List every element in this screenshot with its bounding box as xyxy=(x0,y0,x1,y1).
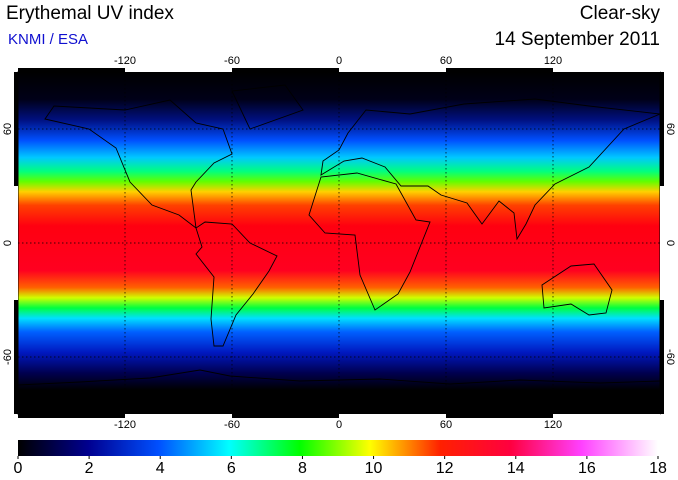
south-america xyxy=(195,221,278,347)
lon-tick-label: -120 xyxy=(114,419,136,431)
frame-bar xyxy=(553,414,660,418)
frame-bar xyxy=(14,186,18,300)
frame-bar xyxy=(125,414,232,418)
africa xyxy=(308,172,431,311)
frame-bar xyxy=(660,72,664,186)
frame-bar xyxy=(446,68,553,72)
lon-tick-label: 0 xyxy=(336,55,342,67)
condition: Clear-sky xyxy=(580,3,661,24)
frame-bar xyxy=(339,68,446,72)
frame-bar xyxy=(232,414,339,418)
colorbar xyxy=(18,440,658,456)
lat-tick-label: 0 xyxy=(664,240,676,246)
colorbar-tick-label: 8 xyxy=(298,460,307,477)
frame-bar xyxy=(553,68,660,72)
lon-tick-label: -60 xyxy=(224,55,240,67)
frame-bar xyxy=(660,300,664,414)
lon-tick-label: 120 xyxy=(544,419,562,431)
australia xyxy=(541,263,613,316)
eurasia xyxy=(320,98,662,241)
lon-tick-label: 60 xyxy=(440,55,452,67)
lon-tick-label: -60 xyxy=(224,419,240,431)
frame-bar xyxy=(232,68,339,72)
north-america xyxy=(44,99,233,230)
lat-tick-label: -60 xyxy=(2,349,14,365)
coastlines xyxy=(17,84,662,386)
frame-bar xyxy=(18,414,125,418)
colorbar-tick-label: 0 xyxy=(14,460,23,477)
frame-bar xyxy=(14,300,18,414)
lon-tick-label: 0 xyxy=(336,419,342,431)
colorbar-tick-label: 12 xyxy=(436,460,454,477)
lon-tick-label: 60 xyxy=(440,419,452,431)
frame-bar xyxy=(660,186,664,300)
lat-tick-label: 0 xyxy=(2,240,14,246)
source: KNMI / ESA xyxy=(8,31,88,48)
lat-tick-label: 60 xyxy=(664,123,676,135)
frame-bar xyxy=(125,68,232,72)
lat-tick-label: -60 xyxy=(664,349,676,365)
colorbar-tick-label: 6 xyxy=(227,460,236,477)
frame-bar xyxy=(339,414,446,418)
lon-tick-label: 120 xyxy=(544,55,562,67)
frame-bar xyxy=(18,68,125,72)
colorbar-tick-label: 4 xyxy=(156,460,165,477)
antarctica xyxy=(17,369,661,386)
frame-bar xyxy=(446,414,553,418)
colorbar-tick-label: 16 xyxy=(578,460,596,477)
lon-tick-label: -120 xyxy=(114,55,136,67)
colorbar-tick-label: 2 xyxy=(85,460,94,477)
title: Erythemal UV index xyxy=(6,3,174,24)
colorbar-tick-label: 14 xyxy=(507,460,525,477)
date: 14 September 2011 xyxy=(495,29,661,50)
greenland xyxy=(231,84,304,130)
frame-bar xyxy=(14,72,18,186)
colorbar-tick-label: 10 xyxy=(365,460,383,477)
colorbar-tick-label: 18 xyxy=(649,460,667,477)
lat-tick-label: 60 xyxy=(2,123,14,135)
